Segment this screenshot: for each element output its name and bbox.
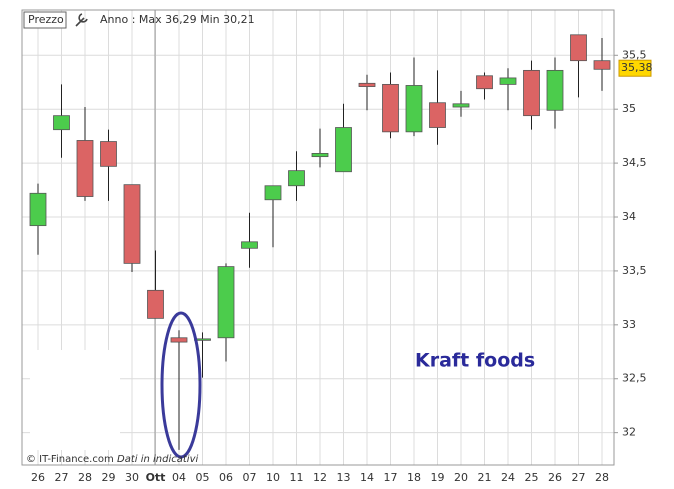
source: © IT-Finance.com: [26, 454, 114, 465]
x-tick-label: 28: [595, 471, 609, 484]
x-tick-label: 13: [337, 471, 351, 484]
candle-body: [382, 83, 399, 133]
candle-body: [147, 289, 164, 319]
candle-body: [311, 153, 329, 158]
x-tick-label: 14: [360, 471, 374, 484]
candle-body: [264, 185, 282, 201]
y-tick-label: 32: [622, 426, 636, 439]
candle-body: [76, 140, 94, 197]
x-tick-label: 20: [454, 471, 468, 484]
x-tick-label: 28: [78, 471, 92, 484]
candle-body: [217, 266, 235, 339]
y-tick-label: 34: [622, 210, 636, 223]
candle-body: [241, 241, 258, 249]
wrench-icon: [75, 13, 88, 27]
header-box: [23, 11, 67, 29]
candles: [29, 34, 611, 450]
x-tick-label: 10: [266, 471, 280, 484]
x-tick-label: 19: [431, 471, 445, 484]
x-tick-label: 17: [384, 471, 398, 484]
x-tick-label: 26: [548, 471, 562, 484]
x-tick-label: 25: [525, 471, 539, 484]
y-tick-label: 33,5: [622, 264, 647, 277]
x-tick-label: 21: [478, 471, 492, 484]
candle-body: [123, 184, 141, 264]
y-tick-label: 32,5: [622, 372, 647, 385]
candle-body: [288, 170, 305, 187]
y-tick-label: 35,5: [622, 48, 647, 61]
candle-body: [452, 103, 470, 108]
x-tick-label: 07: [243, 471, 257, 484]
candle-body: [100, 141, 117, 167]
x-tick-label: 24: [501, 471, 515, 484]
candle-body: [499, 77, 517, 85]
y-tick-label: 33: [622, 318, 636, 331]
candle-body: [335, 127, 352, 173]
candle-body: [593, 60, 611, 70]
x-tick-label: 27: [55, 471, 69, 484]
candle-body: [570, 34, 587, 62]
candle-body: [405, 85, 423, 133]
last-price-box: [618, 59, 652, 77]
x-tick-label: 26: [31, 471, 45, 484]
header-range: Anno : Max 36,29 Min 30,21: [100, 13, 255, 26]
x-tick-label: 06: [219, 471, 233, 484]
x-tick-label: 04: [172, 471, 186, 484]
annotation: Kraft foods: [415, 350, 535, 372]
y-tick-label: 34,5: [622, 156, 647, 169]
x-tick-label: 05: [196, 471, 210, 484]
header-label: Prezzo: [28, 13, 64, 26]
candle-body: [476, 75, 493, 90]
candle-body: [546, 69, 564, 111]
highlight-ellipse: [160, 311, 202, 459]
source-note: Dati in indicativi: [117, 454, 198, 465]
y-tick-label: 35: [622, 102, 636, 115]
x-tick-label: 29: [102, 471, 116, 484]
x-tick-label: Ott: [146, 471, 166, 484]
candle-body: [523, 69, 540, 117]
x-tick-label: 30: [125, 471, 139, 484]
candle-body: [53, 115, 70, 131]
white-patch: [30, 350, 120, 450]
x-tick-label: 12: [313, 471, 327, 484]
x-tick-label: 11: [290, 471, 304, 484]
last-price-label: 35,38: [621, 61, 653, 74]
candle-body: [358, 82, 376, 87]
x-tick-label: 27: [572, 471, 586, 484]
candle-body: [170, 337, 188, 343]
candle-body: [29, 192, 47, 227]
candle-body: [429, 102, 446, 128]
plot-frame: [21, 9, 615, 466]
x-tick-label: 18: [407, 471, 421, 484]
